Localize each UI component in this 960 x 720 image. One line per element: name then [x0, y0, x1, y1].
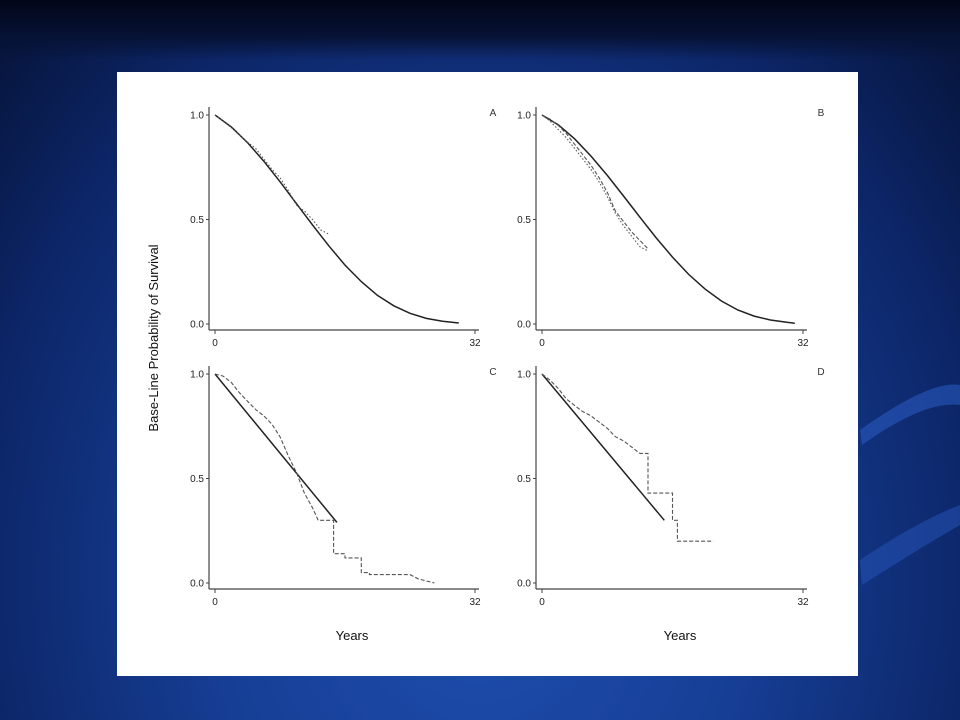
series-line-solid	[214, 114, 459, 324]
panel-label-a: A	[490, 108, 497, 119]
x-tick-label: 0	[212, 597, 218, 608]
y-tick-label: 0.0	[190, 320, 204, 331]
x-axis-title-right: Years	[664, 628, 697, 643]
y-tick-label: 0.0	[190, 579, 204, 590]
y-tick-label: 0.0	[517, 320, 531, 331]
y-tick-label: 1.0	[517, 111, 531, 122]
series-line-dashed	[541, 114, 649, 250]
panel-label-b: B	[818, 108, 825, 119]
y-tick-label: 0.5	[517, 474, 531, 485]
y-tick-label: 0.5	[190, 215, 204, 226]
x-tick-label: 0	[539, 338, 545, 349]
y-tick-label: 1.0	[190, 111, 204, 122]
y-tick-label: 0.5	[517, 215, 531, 226]
x-tick-label: 32	[797, 338, 809, 349]
y-tick-label: 1.0	[517, 370, 531, 381]
series-line-solid	[214, 373, 338, 523]
y-tick-label: 0.0	[517, 579, 531, 590]
x-tick-label: 32	[469, 338, 481, 349]
survival-figure: Base-Line Probability of Survival Years …	[146, 107, 825, 643]
panel-label-c: C	[489, 367, 496, 378]
series-line-dotted	[214, 114, 330, 235]
y-tick-label: 0.5	[190, 474, 204, 485]
x-tick-label: 0	[539, 597, 545, 608]
x-tick-label: 32	[797, 597, 809, 608]
figure-panel: Base-Line Probability of Survival Years …	[117, 72, 858, 676]
series-line-dashed	[541, 373, 714, 542]
y-axis-title: Base-Line Probability of Survival	[146, 244, 161, 431]
x-tick-label: 32	[469, 597, 481, 608]
series-line-dashed	[214, 373, 435, 584]
y-tick-label: 1.0	[190, 370, 204, 381]
panel-b: 0.0 0.5 1.0 0 32 B	[517, 107, 825, 349]
series-line-dotted	[541, 114, 649, 252]
x-axis-title-left: Years	[336, 628, 369, 643]
panel-d: 0.0 0.5 1.0 0 32 D	[517, 366, 825, 608]
panel-label-d: D	[817, 367, 824, 378]
x-tick-label: 0	[212, 338, 218, 349]
series-line-solid	[541, 114, 795, 324]
panel-c: 0.0 0.5 1.0 0 32 C	[190, 366, 497, 608]
panel-a: 0.0 0.5 1.0 0 32 A	[190, 107, 497, 349]
background-top-band	[0, 0, 960, 60]
series-line-solid	[541, 373, 665, 521]
